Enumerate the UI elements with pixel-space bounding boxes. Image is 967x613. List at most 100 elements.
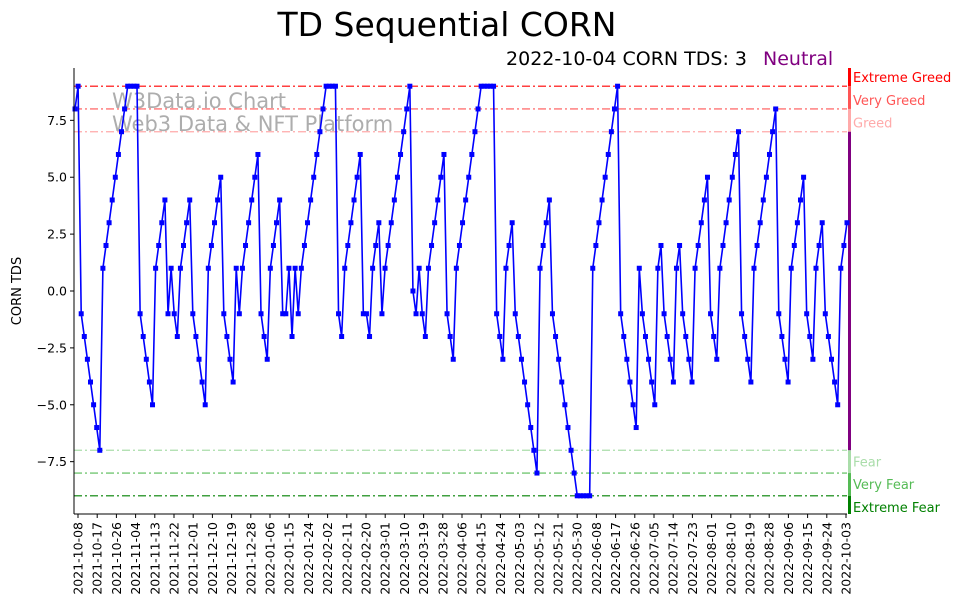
data-point xyxy=(100,265,106,271)
data-point xyxy=(466,174,472,180)
data-point xyxy=(267,265,273,271)
data-point xyxy=(841,242,847,248)
data-point xyxy=(413,311,419,317)
data-point xyxy=(537,265,543,271)
data-point xyxy=(478,83,484,89)
data-point xyxy=(460,220,466,226)
data-point xyxy=(571,470,577,476)
data-point xyxy=(816,242,822,248)
data-point xyxy=(556,356,562,362)
data-point xyxy=(543,220,549,226)
data-point xyxy=(711,334,717,340)
data-point xyxy=(199,379,205,385)
data-point xyxy=(410,288,416,294)
data-point xyxy=(419,311,425,317)
data-point xyxy=(354,174,360,180)
data-point xyxy=(146,379,152,385)
x-tick-label: 2022-08-28 xyxy=(762,522,777,595)
data-point xyxy=(621,334,627,340)
data-point xyxy=(171,311,177,317)
data-point xyxy=(584,493,590,499)
data-point xyxy=(264,356,270,362)
data-point xyxy=(416,265,422,271)
data-point xyxy=(677,242,683,248)
data-point xyxy=(602,174,608,180)
x-tick-label: 2022-04-24 xyxy=(493,522,508,595)
zone-segment xyxy=(848,86,851,109)
data-point xyxy=(813,265,819,271)
data-point xyxy=(670,379,676,385)
data-point xyxy=(553,334,559,340)
level-lines: Extreme Greed Very Greed Greed Fear Very Fea… xyxy=(74,71,951,516)
x-tick-label: 2022-07-23 xyxy=(685,522,700,595)
data-point xyxy=(639,311,645,317)
data-point xyxy=(720,242,726,248)
data-point xyxy=(177,265,183,271)
data-point xyxy=(292,265,298,271)
x-tick-label: 2022-03-19 xyxy=(416,522,431,595)
data-point xyxy=(165,311,171,317)
data-point xyxy=(757,220,763,226)
data-point xyxy=(701,197,707,203)
data-point xyxy=(605,151,611,157)
x-tick-label: 2022-06-17 xyxy=(608,522,623,595)
data-point xyxy=(277,197,283,203)
data-point xyxy=(345,242,351,248)
data-point xyxy=(732,151,738,157)
level-label: Greed xyxy=(853,117,892,132)
level-label: Fear xyxy=(853,455,882,470)
x-tick-label: 2022-02-20 xyxy=(359,522,374,595)
data-point xyxy=(723,220,729,226)
data-point xyxy=(646,356,652,362)
data-point xyxy=(794,220,800,226)
y-tick-label: 7.5 xyxy=(47,113,67,128)
data-point xyxy=(274,220,280,226)
x-tick-label: 2021-11-13 xyxy=(147,522,162,595)
data-point xyxy=(438,174,444,180)
data-point xyxy=(683,334,689,340)
data-point xyxy=(661,311,667,317)
data-point xyxy=(168,265,174,271)
data-point xyxy=(642,334,648,340)
x-tick-label: 2022-04-06 xyxy=(455,522,470,595)
data-point xyxy=(763,174,769,180)
data-point xyxy=(122,106,128,112)
data-point xyxy=(119,129,125,135)
data-point xyxy=(109,197,115,203)
data-point xyxy=(717,265,723,271)
data-point xyxy=(615,83,621,89)
data-point xyxy=(376,220,382,226)
x-tick-label: 2022-07-05 xyxy=(647,522,662,595)
data-point xyxy=(506,242,512,248)
data-point xyxy=(518,356,524,362)
x-tick-label: 2022-08-19 xyxy=(743,522,758,595)
data-point xyxy=(196,356,202,362)
data-point xyxy=(342,265,348,271)
x-tick-label: 2022-06-08 xyxy=(589,522,604,595)
data-point xyxy=(618,311,624,317)
data-point xyxy=(72,106,78,112)
data-point xyxy=(249,197,255,203)
data-point xyxy=(103,242,109,248)
data-point xyxy=(140,334,146,340)
data-point xyxy=(261,334,267,340)
data-point xyxy=(630,402,636,408)
data-point xyxy=(664,334,670,340)
data-point xyxy=(714,356,720,362)
data-point xyxy=(453,265,459,271)
data-point xyxy=(528,425,534,431)
data-point xyxy=(94,425,100,431)
data-point xyxy=(534,470,540,476)
zone-segment xyxy=(848,108,851,132)
data-point xyxy=(236,311,242,317)
data-point xyxy=(298,265,304,271)
data-point xyxy=(565,425,571,431)
data-point xyxy=(227,356,233,362)
data-point xyxy=(590,265,596,271)
chart-title: TD Sequential CORN xyxy=(276,5,616,44)
data-point xyxy=(422,334,428,340)
data-point xyxy=(212,220,218,226)
x-tick-label: 2022-02-11 xyxy=(339,522,354,595)
data-point xyxy=(280,311,286,317)
